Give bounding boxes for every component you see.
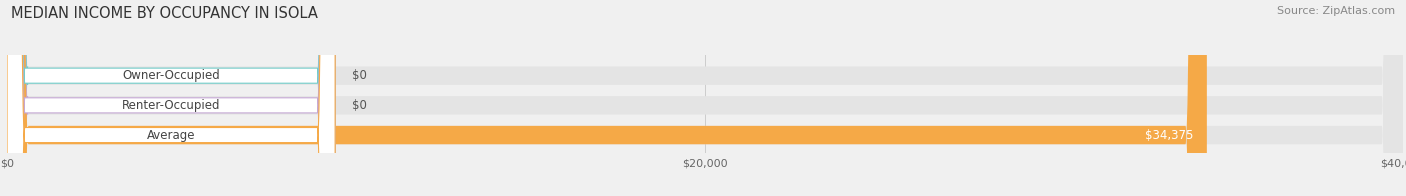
FancyBboxPatch shape	[7, 0, 1403, 196]
Text: Owner-Occupied: Owner-Occupied	[122, 69, 219, 82]
FancyBboxPatch shape	[7, 0, 335, 196]
FancyBboxPatch shape	[7, 0, 335, 196]
FancyBboxPatch shape	[0, 0, 28, 196]
Text: Source: ZipAtlas.com: Source: ZipAtlas.com	[1277, 6, 1395, 16]
FancyBboxPatch shape	[7, 0, 1403, 196]
Text: $0: $0	[352, 99, 367, 112]
Text: MEDIAN INCOME BY OCCUPANCY IN ISOLA: MEDIAN INCOME BY OCCUPANCY IN ISOLA	[11, 6, 318, 21]
FancyBboxPatch shape	[7, 0, 1403, 196]
Text: $0: $0	[352, 69, 367, 82]
FancyBboxPatch shape	[7, 0, 1206, 196]
FancyBboxPatch shape	[0, 0, 28, 196]
Text: $34,375: $34,375	[1144, 129, 1192, 142]
Text: Renter-Occupied: Renter-Occupied	[122, 99, 221, 112]
FancyBboxPatch shape	[7, 0, 335, 196]
Text: Average: Average	[146, 129, 195, 142]
